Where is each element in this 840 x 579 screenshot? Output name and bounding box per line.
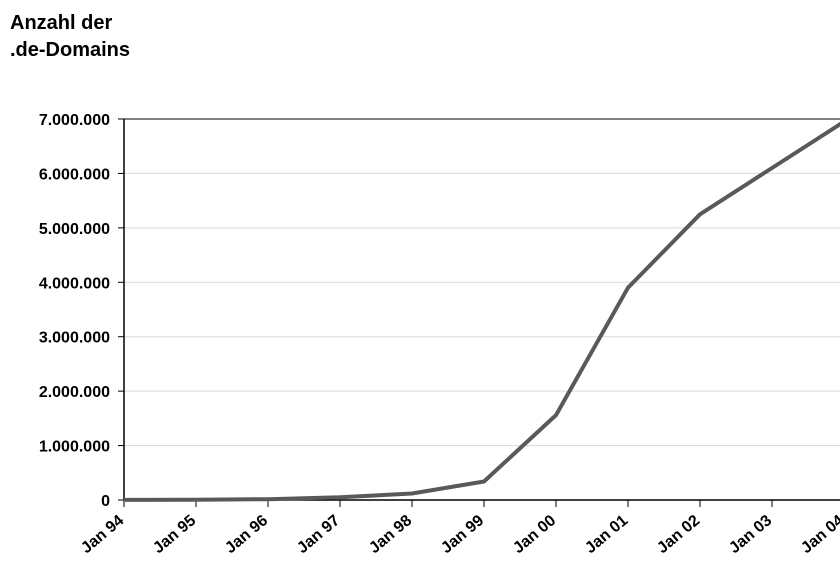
data-point	[267, 498, 269, 500]
y-axis-ticks: 0 1.000.000 2.000.000 3.000.000 4.000.000 5.0…	[39, 112, 124, 510]
data-point	[339, 496, 341, 498]
data-point	[411, 492, 413, 494]
axes	[123, 118, 840, 501]
y-tick-label: 7.000.000	[39, 112, 110, 129]
y-tick-label: 5.000.000	[39, 221, 110, 238]
x-tick-label: Jan 95	[150, 512, 199, 557]
chart-title-line-2: .de-Domains	[10, 39, 131, 61]
data-point	[483, 480, 485, 482]
y-tick-label: 1.000.000	[39, 439, 110, 456]
x-tick-label: Jan 01	[582, 512, 631, 557]
x-tick-label: Jan 97	[294, 512, 343, 557]
x-tick-label: Jan 03	[726, 512, 775, 557]
x-tick-label: Jan 94	[78, 512, 127, 557]
data-point	[195, 499, 197, 501]
y-tick-label: 4.000.000	[39, 275, 110, 292]
y-tick-label: 0	[101, 493, 110, 510]
x-tick-label: Jan 02	[654, 512, 703, 557]
series-layer	[123, 121, 840, 502]
x-tick-label: Jan 96	[222, 512, 271, 557]
series-line	[123, 121, 840, 502]
y-tick-label: 3.000.000	[39, 330, 110, 347]
data-point	[771, 167, 773, 169]
data-point	[699, 213, 701, 215]
y-tick-label: 2.000.000	[39, 384, 110, 401]
y-tick-label: 6.000.000	[39, 166, 110, 183]
chart-title-line-1: Anzahl der	[10, 12, 113, 34]
x-tick-label: Jan 98	[366, 512, 415, 557]
x-tick-label: Jan 99	[438, 512, 487, 557]
chart-title: Anzahl der .de-Domains	[10, 10, 130, 64]
data-point	[555, 414, 557, 416]
grid-lines	[124, 118, 840, 447]
x-axis-ticks: Jan 94 Jan 95 Jan 96 Jan 97 Jan 98 Jan 99 Jan …	[78, 500, 840, 557]
data-point	[123, 499, 125, 501]
x-tick-label: Jan 00	[510, 512, 559, 557]
data-point	[627, 287, 629, 289]
x-tick-label: Jan 04	[798, 512, 840, 557]
